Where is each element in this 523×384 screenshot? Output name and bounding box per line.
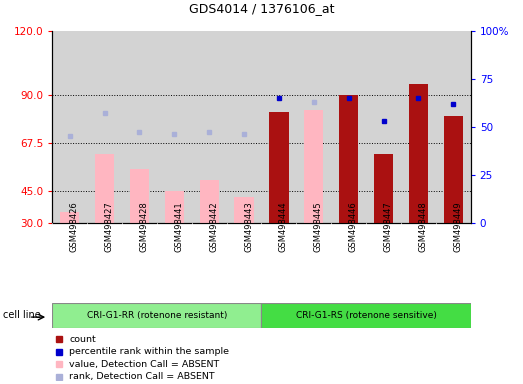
Text: CRI-G1-RR (rotenone resistant): CRI-G1-RR (rotenone resistant) — [87, 311, 227, 320]
Bar — [409, 84, 428, 223]
Bar — [52, 303, 262, 328]
Text: GSM498443: GSM498443 — [244, 201, 253, 252]
Text: GSM498426: GSM498426 — [70, 201, 79, 252]
Bar — [165, 191, 184, 223]
Text: GSM498446: GSM498446 — [349, 201, 358, 252]
Text: GSM498427: GSM498427 — [105, 201, 113, 252]
Text: GSM498448: GSM498448 — [418, 201, 427, 252]
Text: GSM498441: GSM498441 — [174, 201, 184, 252]
Text: GSM498444: GSM498444 — [279, 201, 288, 252]
Bar — [60, 212, 79, 223]
Bar — [374, 154, 393, 223]
Text: percentile rank within the sample: percentile rank within the sample — [69, 347, 229, 356]
Text: rank, Detection Call = ABSENT: rank, Detection Call = ABSENT — [69, 372, 214, 381]
Bar — [130, 169, 149, 223]
Text: GSM498447: GSM498447 — [383, 201, 393, 252]
Text: GSM498445: GSM498445 — [314, 201, 323, 252]
Text: CRI-G1-RS (rotenone sensitive): CRI-G1-RS (rotenone sensitive) — [295, 311, 437, 320]
Text: GSM498428: GSM498428 — [140, 201, 149, 252]
Bar — [200, 180, 219, 223]
Text: value, Detection Call = ABSENT: value, Detection Call = ABSENT — [69, 360, 219, 369]
Text: GSM498449: GSM498449 — [453, 201, 462, 252]
Bar — [234, 197, 254, 223]
Bar — [304, 110, 323, 223]
Text: cell line: cell line — [3, 310, 40, 319]
Text: GSM498442: GSM498442 — [209, 201, 218, 252]
Bar — [444, 116, 463, 223]
Bar — [339, 95, 358, 223]
Text: count: count — [69, 335, 96, 344]
Bar — [262, 303, 471, 328]
Bar — [269, 112, 289, 223]
Text: GDS4014 / 1376106_at: GDS4014 / 1376106_at — [189, 2, 334, 15]
Bar — [95, 154, 114, 223]
